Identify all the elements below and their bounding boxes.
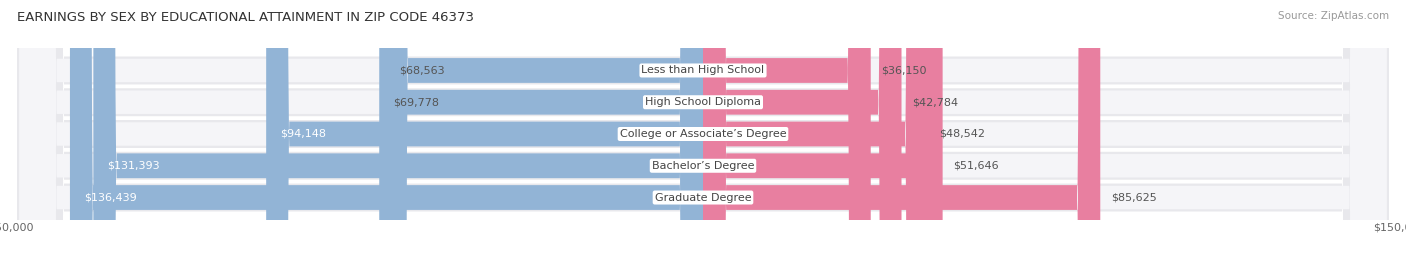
Text: $51,646: $51,646 [953, 161, 998, 171]
FancyBboxPatch shape [703, 0, 942, 268]
FancyBboxPatch shape [703, 0, 901, 268]
Text: $68,563: $68,563 [399, 65, 444, 76]
FancyBboxPatch shape [17, 0, 1389, 268]
Text: $94,148: $94,148 [280, 129, 326, 139]
FancyBboxPatch shape [17, 0, 1389, 268]
FancyBboxPatch shape [703, 0, 928, 268]
Text: High School Diploma: High School Diploma [645, 97, 761, 107]
Text: $36,150: $36,150 [882, 65, 927, 76]
FancyBboxPatch shape [17, 0, 1389, 268]
Text: Less than High School: Less than High School [641, 65, 765, 76]
Text: $136,439: $136,439 [84, 192, 136, 203]
FancyBboxPatch shape [17, 0, 1389, 268]
Text: $42,784: $42,784 [912, 97, 957, 107]
Text: Source: ZipAtlas.com: Source: ZipAtlas.com [1278, 11, 1389, 21]
FancyBboxPatch shape [20, 0, 1386, 268]
FancyBboxPatch shape [266, 0, 703, 268]
FancyBboxPatch shape [93, 0, 703, 268]
FancyBboxPatch shape [20, 0, 1386, 268]
Text: $48,542: $48,542 [939, 129, 984, 139]
Text: EARNINGS BY SEX BY EDUCATIONAL ATTAINMENT IN ZIP CODE 46373: EARNINGS BY SEX BY EDUCATIONAL ATTAINMEN… [17, 11, 474, 24]
Text: College or Associate’s Degree: College or Associate’s Degree [620, 129, 786, 139]
FancyBboxPatch shape [380, 0, 703, 268]
FancyBboxPatch shape [17, 0, 1389, 268]
Text: Bachelor’s Degree: Bachelor’s Degree [652, 161, 754, 171]
Text: $131,393: $131,393 [107, 161, 160, 171]
FancyBboxPatch shape [20, 0, 1386, 268]
Text: $69,778: $69,778 [394, 97, 439, 107]
FancyBboxPatch shape [703, 0, 1101, 268]
FancyBboxPatch shape [385, 0, 703, 268]
FancyBboxPatch shape [70, 0, 703, 268]
FancyBboxPatch shape [20, 0, 1386, 268]
Text: $85,625: $85,625 [1111, 192, 1157, 203]
FancyBboxPatch shape [703, 0, 870, 268]
FancyBboxPatch shape [20, 0, 1386, 268]
Text: Graduate Degree: Graduate Degree [655, 192, 751, 203]
